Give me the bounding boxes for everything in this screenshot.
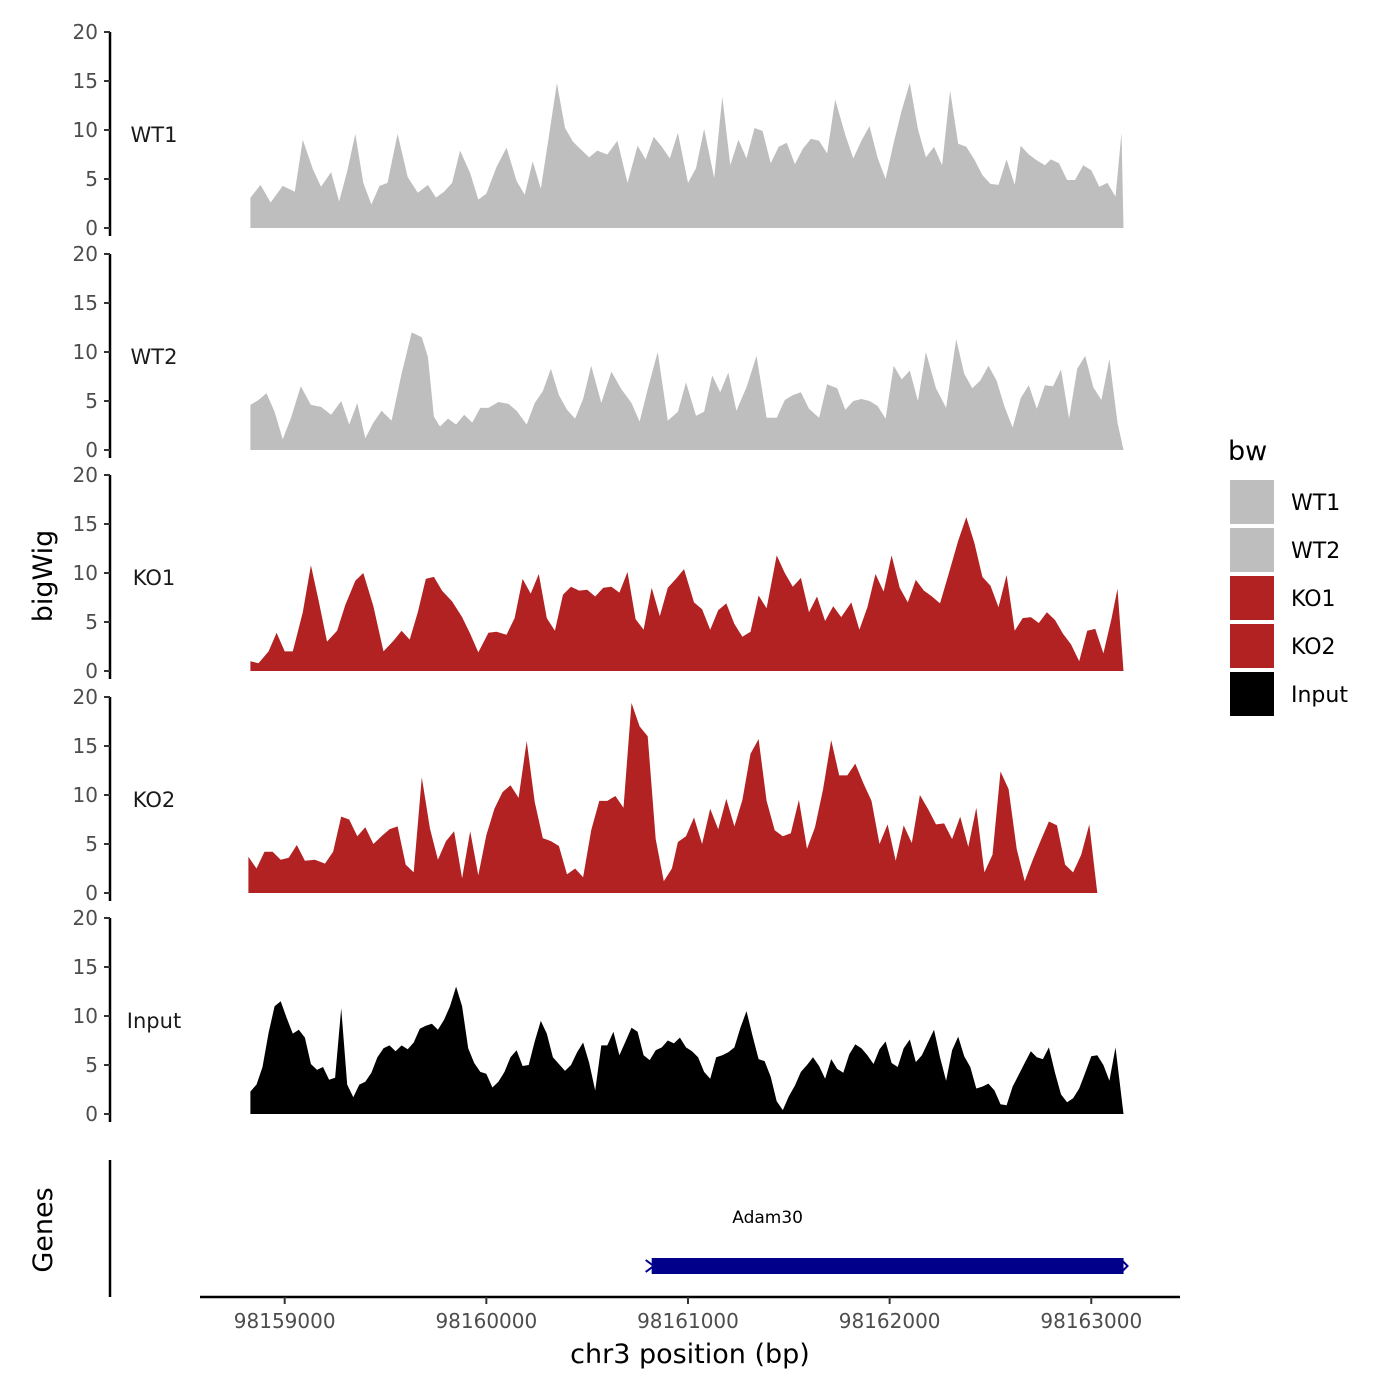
y-tick-label: 20 xyxy=(73,906,98,930)
y-tick-label: 20 xyxy=(73,20,98,44)
y-tick-label: 5 xyxy=(85,1053,98,1077)
y-tick-label: 10 xyxy=(73,340,98,364)
y-tick-label: 10 xyxy=(73,561,98,585)
gene-track-title: Genes xyxy=(28,1187,59,1272)
y-tick-label: 10 xyxy=(73,118,98,142)
y-tick-label: 15 xyxy=(73,512,98,536)
gene-label: Adam30 xyxy=(732,1208,803,1228)
legend-title: bw xyxy=(1228,436,1267,467)
coverage-area-wt2 xyxy=(250,332,1124,450)
x-tick-label: 98161000 xyxy=(637,1309,739,1333)
track-label-input: Input xyxy=(127,1009,181,1033)
y-tick-label: 5 xyxy=(85,167,98,191)
coverage-area-wt1 xyxy=(250,83,1124,228)
track-label-wt2: WT2 xyxy=(131,345,178,369)
legend-label-wt2: WT2 xyxy=(1291,539,1340,564)
y-tick-label: 15 xyxy=(73,291,98,315)
track-ko2: 0 5 10 15 20 KO2 xyxy=(73,685,1124,905)
track-label-ko1: KO1 xyxy=(133,566,176,590)
strand-arrow-icon xyxy=(1120,1259,1129,1273)
coverage-area-ko1 xyxy=(250,517,1124,671)
coverage-area-input xyxy=(250,986,1124,1114)
y-tick-label: 15 xyxy=(73,734,98,758)
track-wt1: 0 5 10 15 20 WT1 xyxy=(73,20,1124,240)
legend-key-wt1 xyxy=(1230,480,1274,524)
x-axis-title: chr3 position (bp) xyxy=(570,1339,810,1370)
legend-label-input: Input xyxy=(1291,683,1348,708)
x-tick-label: 98160000 xyxy=(435,1309,537,1333)
y-tick-label: 20 xyxy=(73,242,98,266)
legend: bw WT1 WT2 KO1 KO2 Input xyxy=(1228,436,1348,716)
legend-key-ko1 xyxy=(1230,576,1274,620)
legend-key-wt2 xyxy=(1230,528,1274,572)
y-tick-label: 15 xyxy=(73,69,98,93)
legend-label-ko2: KO2 xyxy=(1291,635,1336,660)
x-axis: 98159000 98160000 98161000 98162000 98163000 xyxy=(200,1295,1180,1333)
x-tick-label: 98163000 xyxy=(1040,1309,1142,1333)
y-tick-label: 0 xyxy=(85,1102,98,1126)
y-tick-label: 0 xyxy=(85,438,98,462)
y-tick-label: 0 xyxy=(85,659,98,683)
legend-key-input xyxy=(1230,672,1274,716)
track-input: 0 5 10 15 20 Input xyxy=(73,906,1124,1126)
legend-key-ko2 xyxy=(1230,624,1274,668)
y-tick-label: 10 xyxy=(73,783,98,807)
y-tick-label: 20 xyxy=(73,685,98,709)
y-tick-label: 5 xyxy=(85,389,98,413)
y-tick-label: 15 xyxy=(73,955,98,979)
y-tick-label: 5 xyxy=(85,832,98,856)
y-axis-title: bigWig xyxy=(28,530,59,623)
gene-track-panel: Adam30 xyxy=(108,1160,1129,1297)
legend-label-ko1: KO1 xyxy=(1291,587,1336,612)
coverage-area-ko2 xyxy=(248,702,1124,893)
y-tick-label: 0 xyxy=(85,216,98,240)
gene-body xyxy=(651,1258,1124,1274)
track-ko1: 0 5 10 15 20 KO1 xyxy=(73,463,1124,683)
track-label-wt1: WT1 xyxy=(131,123,178,147)
track-label-ko2: KO2 xyxy=(133,788,176,812)
x-tick-label: 98162000 xyxy=(839,1309,941,1333)
track-panels: 0 5 10 15 20 WT1 0 5 10 15 20 WT2 0 5 10 15 20 KO1 0 5 10 15 2… xyxy=(73,20,1124,1126)
gene-adam30: Adam30 xyxy=(645,1208,1129,1274)
y-tick-label: 0 xyxy=(85,881,98,905)
track-wt2: 0 5 10 15 20 WT2 xyxy=(73,242,1124,462)
y-tick-label: 10 xyxy=(73,1004,98,1028)
strand-arrow-icon xyxy=(645,1259,656,1273)
x-tick-label: 98159000 xyxy=(234,1309,336,1333)
y-tick-label: 5 xyxy=(85,610,98,634)
legend-label-wt1: WT1 xyxy=(1291,491,1340,516)
y-tick-label: 20 xyxy=(73,463,98,487)
